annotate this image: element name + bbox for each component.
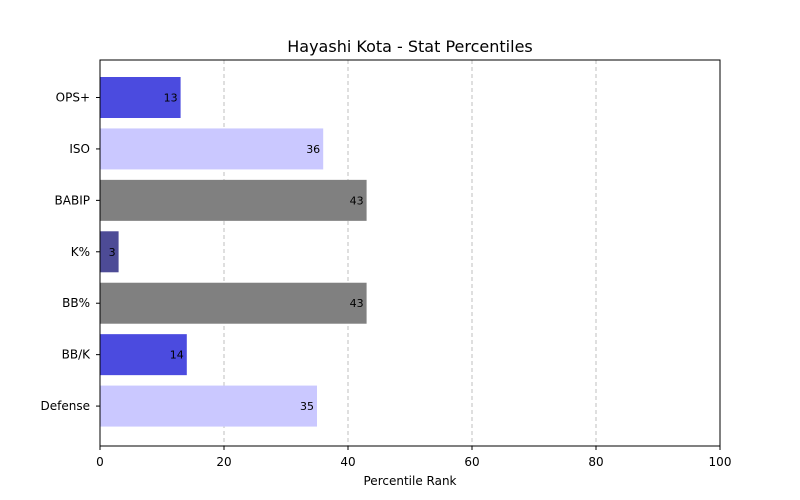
x-axis-label: Percentile Rank xyxy=(364,474,457,488)
bar xyxy=(100,128,324,170)
bar-value-label: 35 xyxy=(300,400,314,413)
chart-title: Hayashi Kota - Stat Percentiles xyxy=(287,37,533,56)
y-tick-label: Defense xyxy=(41,399,90,413)
bar xyxy=(100,334,187,376)
bar-value-label: 3 xyxy=(109,246,116,259)
bar xyxy=(100,385,317,427)
bar xyxy=(100,179,367,221)
y-tick-label: K% xyxy=(71,245,90,259)
bar-value-label: 43 xyxy=(350,297,364,310)
grid-lines xyxy=(223,60,597,446)
x-tick-label: 60 xyxy=(464,455,479,469)
plot-frame xyxy=(99,59,721,447)
bar-labels: 13 36 43 3 43 14 35 xyxy=(109,92,364,414)
x-tick-label: 100 xyxy=(709,455,732,469)
y-tick-label: OPS+ xyxy=(56,91,90,105)
bar-value-label: 13 xyxy=(164,92,178,105)
bar-value-label: 14 xyxy=(170,349,184,362)
bars xyxy=(100,77,367,427)
y-tick-label: ISO xyxy=(69,142,90,156)
x-tick-label: 0 xyxy=(96,455,104,469)
y-tick-label: BB/K xyxy=(62,348,92,362)
y-axis: OPS+ ISO BABIP K% BB% BB/K Defense xyxy=(41,91,100,413)
y-tick-label: BB% xyxy=(62,296,90,310)
x-tick-label: 40 xyxy=(340,455,355,469)
bar xyxy=(100,231,119,273)
bar xyxy=(100,282,367,324)
x-tick-label: 80 xyxy=(588,455,603,469)
bar xyxy=(100,77,181,118)
y-tick-label: BABIP xyxy=(55,193,90,207)
x-axis: 0 20 40 60 80 100 xyxy=(96,446,731,469)
bar-value-label: 43 xyxy=(350,194,364,207)
x-tick-label: 20 xyxy=(216,455,231,469)
bar-value-label: 36 xyxy=(306,143,320,156)
